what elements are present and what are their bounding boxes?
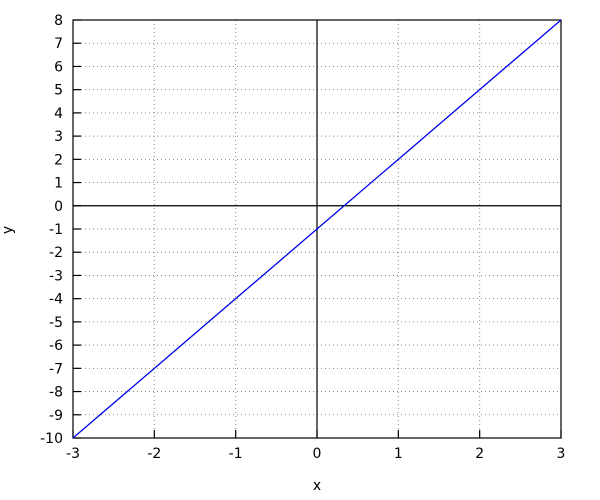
y-tick-label: 1 <box>54 176 63 192</box>
x-tick-label: 3 <box>557 446 566 462</box>
x-tick-label: -3 <box>66 446 80 462</box>
y-tick-label: -2 <box>49 245 63 261</box>
y-tick-label: -6 <box>49 338 63 354</box>
axis-ticks <box>72 19 562 439</box>
y-axis-title: y <box>0 225 16 235</box>
y-tick-label: 8 <box>54 13 63 29</box>
y-tick-label: 5 <box>54 83 63 99</box>
y-tick-label: 4 <box>54 106 63 122</box>
data-line-series-0 <box>72 19 562 439</box>
y-tick-label: 3 <box>54 129 63 145</box>
y-tick-label: -10 <box>40 431 63 447</box>
y-tick-label: 2 <box>54 152 63 168</box>
x-tick-label: -2 <box>147 446 161 462</box>
y-tick-label: -8 <box>49 385 63 401</box>
y-tick-label: 7 <box>54 36 63 52</box>
x-tick-label: -1 <box>229 446 243 462</box>
y-tick-label: 6 <box>54 59 63 75</box>
y-tick-label: -9 <box>49 408 63 424</box>
y-tick-label: -3 <box>49 268 63 284</box>
x-tick-label: 1 <box>394 446 403 462</box>
y-tick-label: -7 <box>49 361 63 377</box>
y-tick-label: 0 <box>54 199 63 215</box>
x-axis-title: x <box>312 478 322 494</box>
x-tick-label: 2 <box>475 446 484 462</box>
y-tick-label: -5 <box>49 315 63 331</box>
y-tick-label: -1 <box>49 222 63 238</box>
x-tick-label: 0 <box>313 446 322 462</box>
y-tick-label: -4 <box>49 292 63 308</box>
